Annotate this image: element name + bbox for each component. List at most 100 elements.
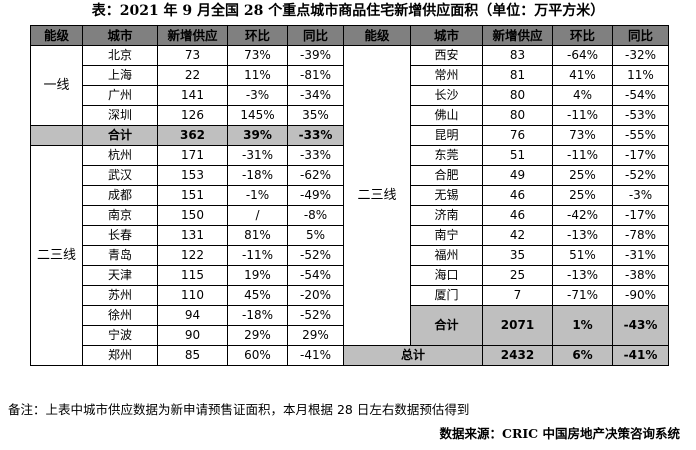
data-source: 数据来源：CRIC 中国房地产决策咨询系统: [439, 426, 681, 441]
table-row: 一线 北京 73 73% -39% 二三线 西安 83 -64% -32%: [30, 45, 669, 346]
cell-right-city: 济南: [410, 205, 483, 226]
cell-yoy: -52%: [287, 245, 344, 266]
cell-yoy: -20%: [287, 285, 344, 306]
cell-right-city: 无锡: [410, 185, 483, 206]
cell-supply: 153: [157, 165, 228, 186]
table-row: 上海 22 11% -81% 常州 81 41% 11%: [31, 65, 669, 86]
cell-right-mom: -13%: [552, 225, 613, 246]
cell-yoy: -39%: [287, 45, 344, 66]
cell-right-mom: 4%: [552, 85, 613, 106]
subtotal-supply: 362: [157, 125, 228, 146]
cell-city: 青岛: [82, 245, 158, 266]
cell-city: 宁波: [82, 325, 158, 346]
cell-right-city: 长沙: [410, 85, 483, 106]
cell-right-yoy: -31%: [612, 245, 669, 266]
right-subtotal-supply: 2071: [482, 305, 553, 346]
cell-supply: 141: [157, 85, 228, 106]
cell-yoy: 35%: [287, 105, 344, 126]
cell-yoy: -8%: [287, 205, 344, 226]
table-row: 深圳 126 145% 35% 佛山 80 -11% -53%: [31, 105, 669, 126]
cell-right-city: 佛山: [410, 105, 483, 126]
cell-yoy: -52%: [287, 305, 344, 326]
cell-city: 郑州: [82, 345, 158, 366]
tier-label-tier23: 二三线: [30, 145, 83, 366]
supply-table: 能级 城市 新增供应 环比 同比 能级 城市 新增供应 环比 同比 一线 北京 73…: [30, 25, 669, 366]
cell-yoy: -34%: [287, 85, 344, 106]
cell-supply: 73: [157, 45, 228, 66]
cell-city: 深圳: [82, 105, 158, 126]
right-subtotal-yoy: -43%: [612, 305, 669, 346]
subtotal-city: 合计: [82, 125, 158, 146]
cell-right-mom: -42%: [552, 205, 613, 226]
grand-total-label: 总计: [343, 345, 483, 366]
cell-yoy: -54%: [287, 265, 344, 286]
cell-mom: -11%: [227, 245, 288, 266]
header-mom-right: 环比: [552, 25, 613, 46]
cell-mom: -18%: [227, 305, 288, 326]
cell-right-city: 厦门: [410, 285, 483, 306]
cell-right-city: 昆明: [410, 125, 483, 146]
cell-city: 杭州: [82, 145, 158, 166]
table-title: 表：2021 年 9 月全国 28 个重点城市商品住宅新增供应面积（单位：万平方…: [91, 3, 605, 19]
cell-right-mom: -11%: [552, 105, 613, 126]
cell-supply: 126: [157, 105, 228, 126]
cell-city: 南京: [82, 205, 158, 226]
cell-right-yoy: -78%: [612, 225, 669, 246]
subtotal-yoy: -33%: [287, 125, 344, 146]
cell-right-city: 福州: [410, 245, 483, 266]
cell-mom: 45%: [227, 285, 288, 306]
cell-yoy: -49%: [287, 185, 344, 206]
cell-right-supply: 7: [482, 285, 553, 306]
cell-right-supply: 25: [482, 265, 553, 286]
cell-right-supply: 46: [482, 185, 553, 206]
cell-right-yoy: -54%: [612, 85, 669, 106]
cell-mom: -1%: [227, 185, 288, 206]
cell-yoy: -33%: [287, 145, 344, 166]
cell-right-supply: 35: [482, 245, 553, 266]
cell-right-mom: 25%: [552, 185, 613, 206]
cell-supply: 90: [157, 325, 228, 346]
cell-right-mom: 51%: [552, 245, 613, 266]
table-row: 广州 141 -3% -34% 长沙 80 4% -54%: [31, 85, 669, 106]
cell-right-supply: 42: [482, 225, 553, 246]
cell-city: 北京: [82, 45, 158, 66]
cell-city: 成都: [82, 185, 158, 206]
header-city-right: 城市: [410, 25, 483, 46]
cell-city: 徐州: [82, 305, 158, 326]
cell-mom: 145%: [227, 105, 288, 126]
tier-label-right: 二三线: [343, 45, 411, 346]
cell-right-city: 南宁: [410, 225, 483, 246]
cell-yoy: -41%: [287, 345, 344, 366]
cell-right-mom: -64%: [552, 45, 613, 66]
cell-supply: 151: [157, 185, 228, 206]
cell-right-yoy: -32%: [612, 45, 669, 66]
cell-supply: 115: [157, 265, 228, 286]
grand-total-mom: 6%: [552, 345, 613, 366]
header-supply: 新增供应: [157, 25, 228, 46]
header-row: 能级 城市 新增供应 环比 同比 能级 城市 新增供应 环比 同比: [30, 25, 669, 46]
header-tier-right: 能级: [343, 25, 411, 46]
cell-right-city: 常州: [410, 65, 483, 86]
table-row: 长春 131 81% 5% 南宁 42 -13% -78%: [31, 225, 669, 246]
cell-right-yoy: -53%: [612, 105, 669, 126]
tier-label-tier1: 一线: [30, 45, 83, 126]
cell-right-mom: -11%: [552, 145, 613, 166]
cell-supply: 150: [157, 205, 228, 226]
cell-mom: 81%: [227, 225, 288, 246]
cell-yoy: 5%: [287, 225, 344, 246]
cell-mom: -3%: [227, 85, 288, 106]
right-subtotal-label: 合计: [410, 305, 483, 346]
header-tier: 能级: [30, 25, 83, 46]
cell-right-supply: 80: [482, 85, 553, 106]
cell-yoy: 29%: [287, 325, 344, 346]
footnote: 备注：上表中城市供应数据为新申请预售证面积，本月根据 28 日左右数据预估得到: [8, 402, 470, 417]
cell-right-yoy: -3%: [612, 185, 669, 206]
cell-right-yoy: -52%: [612, 165, 669, 186]
cell-mom: 73%: [227, 45, 288, 66]
cell-right-city: 西安: [410, 45, 483, 66]
cell-city: 广州: [82, 85, 158, 106]
table-row: 郑州 85 60% -41% 总计 2432 6% -41%: [31, 345, 669, 366]
cell-mom: 29%: [227, 325, 288, 346]
cell-mom: -18%: [227, 165, 288, 186]
cell-yoy: -81%: [287, 65, 344, 86]
